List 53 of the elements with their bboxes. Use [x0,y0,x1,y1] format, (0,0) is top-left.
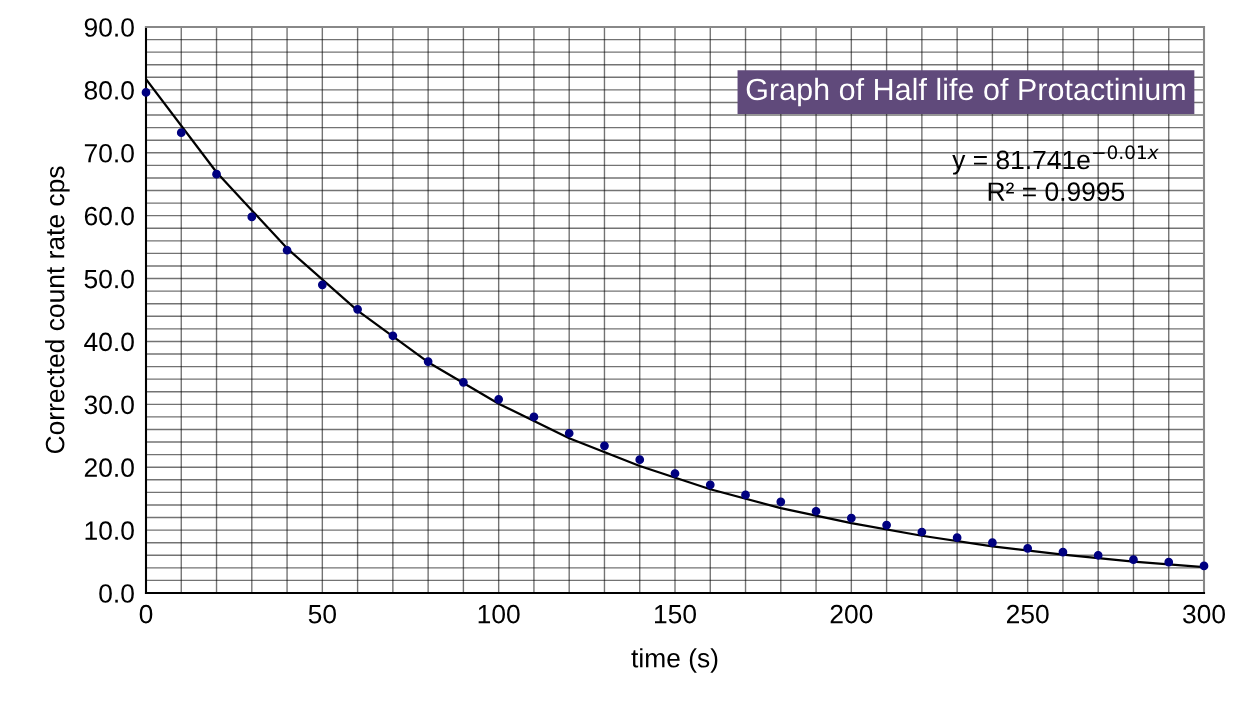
x-tick-label: 0 [139,604,153,624]
y-tick-label: 10.0 [85,521,134,540]
x-tick-label: 50 [308,604,336,624]
point [1023,543,1033,553]
point [811,506,821,516]
x-tick-label: 250 [1006,604,1049,624]
point [635,455,645,465]
point [212,169,221,179]
x-tick-label: 200 [830,604,873,624]
y-tick-label: 20.0 [84,458,134,478]
y-tick-label: 50.0 [84,269,134,289]
x-tick-label: 150 [655,604,696,624]
y-tick-label: 80.0 [84,81,134,100]
y-tick-label: 90.0 [84,18,134,37]
point [988,538,997,548]
point [882,520,891,530]
y-tick-label: 40.0 [84,332,134,352]
x-tick-label: 100 [478,604,520,624]
point [952,533,962,543]
point [459,377,468,387]
point [247,212,257,222]
x-tick-label: 300 [1182,604,1225,624]
point [1199,561,1209,571]
annotation: y = 81.741e$^{−0.01x}$ [952,145,1159,175]
point [176,128,186,138]
y-tick-label: 70.0 [84,143,134,163]
y-tick-label: 0.0 [99,584,134,603]
point [494,394,504,404]
point [1058,547,1068,557]
point [1093,550,1103,560]
point [670,469,680,478]
point [388,331,398,341]
y-axis-title: Corrected count rate cps [45,166,70,454]
text: Graph of Half life of Protactinium [746,77,1185,107]
point [529,412,539,422]
point [741,490,750,500]
point [776,497,786,507]
point [1129,555,1138,565]
x-axis-title: time (s) [631,648,718,673]
annotation: R² = 0.9995 [988,182,1125,202]
point [600,441,609,451]
point [917,527,927,537]
y-tick-label: 60.0 [84,206,134,226]
point [564,428,574,438]
point [317,280,327,290]
point [353,305,362,314]
point [846,513,856,523]
point [1164,557,1174,567]
point [423,357,433,366]
y-tick-label: 30.0 [84,395,134,415]
point [141,88,151,97]
point [282,245,292,255]
point [705,480,715,490]
